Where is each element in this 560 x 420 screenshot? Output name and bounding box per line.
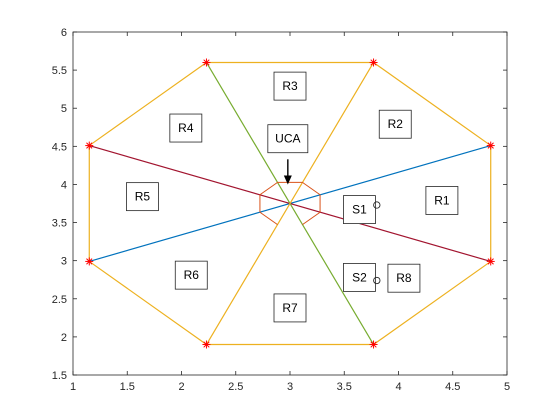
region-label-text: R6 — [184, 268, 200, 282]
source-marker — [373, 201, 381, 209]
source-label-text: S1 — [352, 203, 367, 217]
vertex-marker-stroke — [86, 258, 93, 265]
uca-annotation: UCA — [267, 124, 309, 154]
outline-edge — [88, 260, 207, 346]
region-label: R4 — [169, 113, 203, 143]
region-label: R2 — [378, 109, 412, 139]
region-label-text: R5 — [135, 190, 151, 204]
x-tick-label: 3 — [287, 381, 293, 393]
region-label-text: R3 — [282, 79, 298, 93]
vertex-marker-stroke — [86, 142, 93, 149]
source-label: S2 — [343, 263, 376, 292]
region-label-text: R1 — [434, 193, 450, 207]
x-tick-label: 4.5 — [445, 381, 460, 393]
region-label: R8 — [387, 263, 421, 293]
outline-edge — [373, 61, 492, 147]
region-label-box — [126, 182, 159, 212]
x-tick-label: 2.5 — [228, 381, 243, 393]
x-tick-label: 1 — [70, 381, 76, 393]
vertex-marker — [85, 141, 94, 150]
region-label-box — [387, 263, 421, 293]
uca-element-edge — [259, 181, 278, 196]
region-label: R3 — [273, 71, 307, 101]
region-label-box — [169, 113, 203, 143]
region-label: R6 — [174, 260, 208, 290]
region-label: R7 — [273, 293, 307, 323]
vertex-marker-stroke — [487, 142, 494, 149]
vertex-marker — [202, 340, 211, 349]
uca-arrow-head — [283, 175, 292, 185]
region-label-text: R4 — [178, 121, 194, 135]
vertex-marker — [85, 257, 94, 266]
y-tick-label: 4 — [61, 179, 67, 191]
uca-annotation-text: UCA — [275, 132, 300, 146]
y-tick-label: 2 — [61, 332, 67, 344]
vertex-marker — [369, 340, 378, 349]
x-tick-label: 2 — [178, 381, 184, 393]
source-label-text: S2 — [352, 270, 367, 284]
y-tick-label: 3.5 — [52, 218, 67, 230]
region-label-text: R2 — [388, 117, 404, 131]
uca-element-edge — [302, 211, 321, 226]
y-tick-label: 3 — [61, 256, 67, 268]
region-label-box — [425, 186, 459, 215]
uca-element-edge — [259, 211, 278, 226]
uca-annotation-box — [267, 124, 309, 154]
x-tick-label: 1.5 — [120, 381, 135, 393]
region-label-text: R7 — [282, 301, 298, 315]
region-label: R1 — [425, 186, 459, 215]
vertex-marker-stroke — [203, 341, 210, 348]
outline-edge — [373, 260, 492, 346]
y-tick-label: 6 — [61, 27, 67, 39]
x-tick-label: 4 — [395, 381, 401, 393]
x-axis: 1 1.5 2 2.5 3 3.5 4 4.5 5 — [70, 32, 510, 393]
outline-edge — [88, 61, 207, 147]
x-tick-label: 5 — [504, 381, 510, 393]
vertex-marker — [486, 257, 495, 266]
vertex-marker — [369, 58, 378, 67]
region-label-text: R8 — [396, 271, 412, 285]
vertex-marker — [202, 58, 211, 67]
vertex-marker-stroke — [370, 341, 377, 348]
uca-element-edge — [302, 181, 321, 196]
vertex-marker-stroke — [370, 59, 377, 66]
y-tick-label: 2.5 — [52, 294, 67, 306]
y-tick-label: 1.5 — [52, 370, 67, 382]
region-label-box — [378, 109, 412, 139]
source-label: S1 — [343, 195, 376, 224]
source-label-box — [343, 263, 376, 292]
vertex-marker-stroke — [487, 258, 494, 265]
source-marker — [373, 276, 381, 285]
region-label-box — [273, 293, 307, 323]
source-label-box — [343, 195, 376, 224]
x-tick-label: 3.5 — [337, 381, 352, 393]
diagonal-line — [205, 62, 375, 345]
y-tick-label: 5 — [61, 103, 67, 115]
region-label-box — [273, 71, 307, 101]
vertex-marker — [486, 141, 495, 150]
region-label-box — [174, 260, 208, 290]
region-label: R5 — [126, 182, 159, 212]
y-tick-label: 4.5 — [52, 141, 67, 153]
vertex-marker-stroke — [203, 59, 210, 66]
y-axis: 1.5 2 2.5 3 3.5 4 4.5 5 5.5 6 — [52, 27, 507, 382]
y-tick-label: 5.5 — [52, 65, 67, 77]
axes-box — [72, 31, 508, 376]
plot-marks: R1 R2 R3 R4 R5 R6 R7 R8 S1 S2 UCA — [85, 58, 495, 349]
